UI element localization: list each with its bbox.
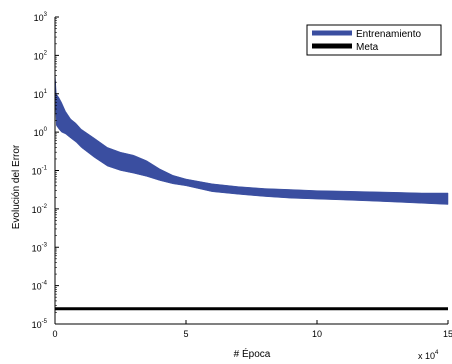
legend-box (306, 24, 442, 56)
y-tick-label: 10-1 (32, 166, 48, 177)
x-axis-multiplier: x 104 (418, 350, 439, 361)
y-tick-label: 10-3 (32, 242, 48, 253)
x-tick-label: 15 (443, 329, 452, 339)
y-tick-label: 101 (34, 89, 48, 100)
y-axis-label: Evolución del Error (11, 144, 22, 229)
y-tick-label: 102 (34, 50, 48, 61)
plot-area (54, 70, 449, 311)
legend: Entrenamiento Meta (306, 24, 442, 56)
x-multiplier-base: x 10 (418, 351, 435, 361)
legend-label-meta: Meta (356, 42, 379, 53)
x-multiplier-exp: 4 (435, 350, 439, 356)
x-tick-label: 10 (312, 329, 322, 339)
x-axis-label: # Época (234, 347, 271, 360)
y-tick-label: 100 (34, 127, 48, 138)
x-tick-label: 5 (183, 329, 188, 339)
y-tick-label: 10-2 (32, 204, 48, 215)
legend-label-entrenamiento: Entrenamiento (356, 29, 421, 40)
y-tick-label: 10-5 (32, 319, 48, 330)
series-entrenamiento-band (54, 70, 449, 205)
axes: 103 102 101 100 10-1 10-2 10-3 10-4 10-5 0 5 10 15 (32, 12, 452, 339)
y-tick-label: 10-4 (32, 281, 48, 292)
x-tick-label: 0 (52, 329, 57, 339)
y-tick-label: 103 (34, 12, 48, 23)
